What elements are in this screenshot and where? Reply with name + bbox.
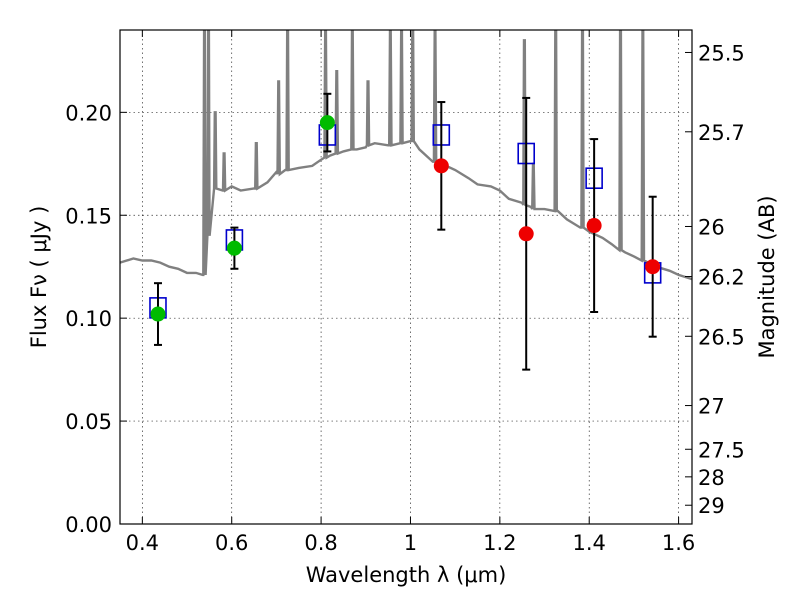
optical-point	[150, 306, 166, 322]
y2-axis-label: Magnitude (AB)	[755, 195, 779, 358]
x-tick-label: 1.2	[483, 531, 516, 555]
x-axis-label: Wavelength λ (μm)	[306, 563, 507, 587]
nir-point	[586, 218, 602, 234]
mag-tick-label: 26.5	[698, 325, 745, 349]
y-tick-label: 0.10	[65, 307, 112, 331]
x-tick-label: 1	[404, 531, 417, 555]
sed-spectrum	[120, 30, 692, 281]
nir-point	[433, 158, 449, 174]
mag-tick-label: 25.7	[698, 121, 745, 145]
sed-line	[120, 30, 692, 281]
mag-tick-label: 28	[698, 466, 725, 490]
photometry-points	[149, 92, 662, 371]
x-tick-label: 1.6	[662, 531, 695, 555]
mag-tick-label: 25.5	[698, 41, 745, 65]
tick-layer: 0.4 0.6 0.8 1 1.2 1.4 1.6 0.00 0.05 0.10 0.15 0.20 2…	[65, 30, 745, 555]
nir-point	[645, 259, 661, 275]
mag-tick-label: 26.2	[698, 266, 745, 290]
y-tick-label: 0.15	[65, 204, 112, 228]
mag-tick-label: 29	[698, 494, 725, 518]
mag-tick-label: 26	[698, 215, 725, 239]
x-tick-label: 1.4	[573, 531, 606, 555]
mag-tick-label: 27	[698, 395, 725, 419]
y-tick-label: 0.20	[65, 101, 112, 125]
mag-tick-label: 27.5	[698, 438, 745, 462]
y-axis-label: Flux Fν ( μJy )	[27, 206, 51, 349]
x-tick-label: 0.6	[215, 531, 248, 555]
y-tick-label: 0.05	[65, 410, 112, 434]
y-tick-label: 0.00	[65, 513, 112, 537]
optical-point	[319, 115, 335, 131]
x-tick-label: 0.8	[304, 531, 337, 555]
x-tick-label: 0.4	[126, 531, 159, 555]
nir-point	[518, 226, 534, 242]
optical-point	[226, 240, 242, 256]
